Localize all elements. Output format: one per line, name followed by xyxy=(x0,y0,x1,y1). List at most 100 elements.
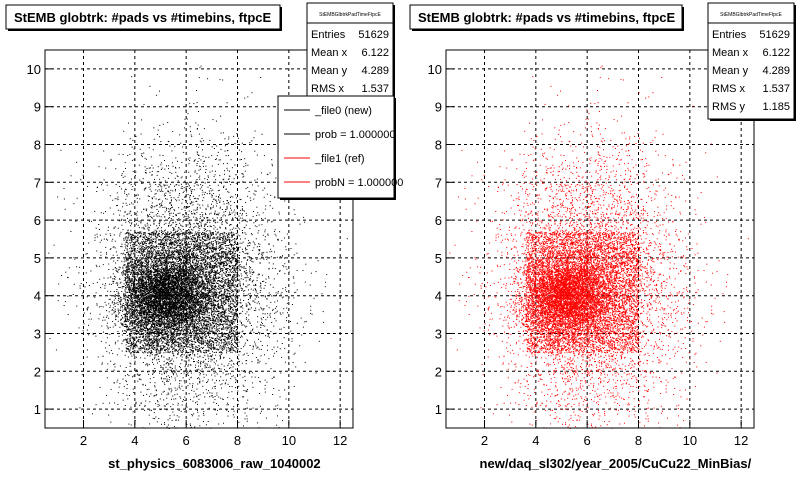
data-point xyxy=(269,251,270,252)
data-point xyxy=(123,253,124,254)
data-point xyxy=(136,323,137,324)
data-point xyxy=(265,239,266,240)
data-point xyxy=(198,337,199,338)
data-point xyxy=(219,318,220,319)
data-point xyxy=(181,188,182,189)
data-point xyxy=(163,214,164,215)
data-point xyxy=(161,169,162,170)
data-point xyxy=(258,301,259,302)
data-point xyxy=(164,372,165,373)
data-point xyxy=(208,347,209,348)
data-point xyxy=(130,294,131,295)
data-point xyxy=(253,211,254,212)
data-point xyxy=(224,204,225,205)
data-point xyxy=(214,316,215,317)
data-point xyxy=(179,330,180,331)
data-point xyxy=(212,171,213,172)
data-point xyxy=(207,314,208,315)
data-point xyxy=(245,413,246,414)
data-point xyxy=(131,179,132,180)
data-point xyxy=(199,323,200,324)
data-point xyxy=(217,294,218,295)
data-point xyxy=(161,424,162,425)
data-point xyxy=(288,352,289,353)
data-point xyxy=(221,307,222,308)
data-point xyxy=(216,393,217,394)
data-point xyxy=(245,253,246,254)
data-point xyxy=(227,208,228,209)
data-point xyxy=(128,375,129,376)
data-point xyxy=(127,342,128,343)
data-point xyxy=(228,179,229,180)
data-point xyxy=(230,361,231,362)
data-point xyxy=(178,329,179,330)
data-point xyxy=(145,243,146,244)
data-point xyxy=(124,216,125,217)
data-point xyxy=(153,231,154,232)
data-point xyxy=(163,368,164,369)
data-point xyxy=(166,273,167,274)
data-point xyxy=(87,330,88,331)
data-point xyxy=(169,388,170,389)
data-point xyxy=(163,253,164,254)
data-point xyxy=(235,270,236,271)
data-point xyxy=(286,320,287,321)
data-point xyxy=(168,259,169,260)
data-point xyxy=(194,189,195,190)
data-point xyxy=(104,285,105,286)
data-point xyxy=(201,342,202,343)
data-point xyxy=(125,302,126,303)
data-point xyxy=(236,233,237,234)
data-point xyxy=(237,230,238,231)
data-point xyxy=(254,295,255,296)
data-point xyxy=(166,349,167,350)
data-point xyxy=(266,279,267,280)
data-point xyxy=(175,167,176,168)
data-point xyxy=(98,357,99,358)
data-point xyxy=(119,235,120,236)
data-point xyxy=(237,289,238,290)
data-point xyxy=(168,246,169,247)
data-point xyxy=(190,199,191,200)
data-point xyxy=(138,352,139,353)
data-point xyxy=(158,233,159,234)
data-point xyxy=(114,234,115,235)
data-point xyxy=(174,238,175,239)
data-point xyxy=(119,327,120,328)
data-point xyxy=(215,179,216,180)
data-point xyxy=(139,180,140,181)
data-point xyxy=(235,299,236,300)
data-point xyxy=(240,210,241,211)
data-point xyxy=(221,280,222,281)
data-point xyxy=(176,342,177,343)
data-point xyxy=(234,417,235,418)
data-point xyxy=(297,323,298,324)
data-point xyxy=(280,373,281,374)
data-point xyxy=(149,273,150,274)
data-point xyxy=(248,355,249,356)
data-point xyxy=(139,307,140,308)
data-point xyxy=(125,319,126,320)
data-point xyxy=(236,213,237,214)
data-point xyxy=(124,286,125,287)
data-point xyxy=(199,226,200,227)
data-point xyxy=(208,206,209,207)
data-point xyxy=(167,122,168,123)
data-point xyxy=(209,140,210,141)
data-point xyxy=(223,201,224,202)
data-point xyxy=(231,272,232,273)
data-point xyxy=(122,271,123,272)
data-point xyxy=(188,300,189,301)
data-point xyxy=(210,282,211,283)
data-point xyxy=(242,251,243,252)
data-point xyxy=(171,240,172,241)
data-point xyxy=(288,358,289,359)
data-point xyxy=(166,404,167,405)
data-point xyxy=(101,240,102,241)
data-point xyxy=(135,266,136,267)
data-point xyxy=(153,338,154,339)
data-point xyxy=(172,270,173,271)
data-point xyxy=(194,266,195,267)
data-point xyxy=(188,360,189,361)
data-point xyxy=(149,310,150,311)
